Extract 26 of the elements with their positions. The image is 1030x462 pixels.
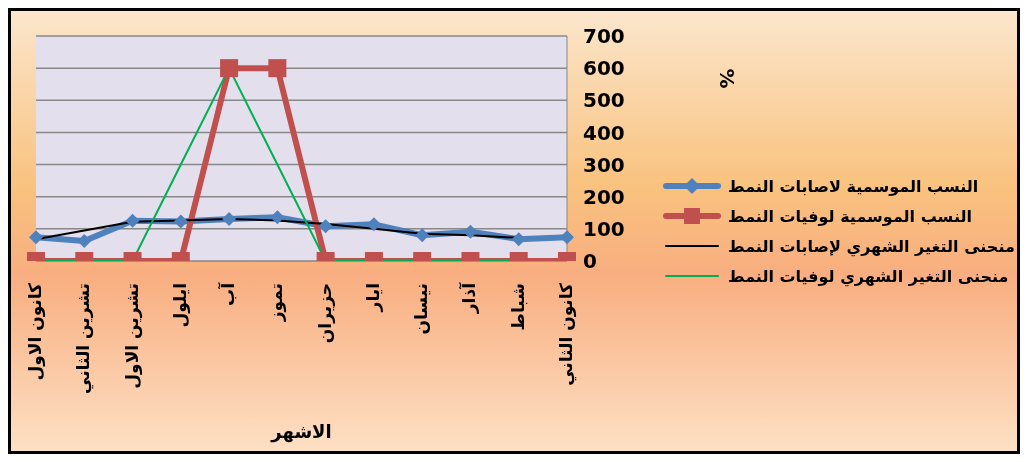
x-tick-label: آب	[217, 281, 239, 306]
x-tick-label: كانون الثاني	[556, 282, 577, 386]
y2-tick-label: 300	[583, 152, 625, 177]
x-tick-label: نيسان	[411, 283, 432, 335]
x-tick-label: تشرين الثاني	[73, 283, 95, 394]
legend-label: النسب الموسمية لوفيات النمط	[728, 206, 972, 226]
y2-tick-label: 0	[583, 249, 597, 274]
y2-tick-label: 100	[583, 216, 625, 241]
legend-label: منحنى التغير الشهري لإصابات النمط	[728, 236, 1015, 256]
y2-tick-label: 400	[583, 120, 625, 145]
y2-tick-label: 700	[583, 24, 625, 49]
y2-axis-title: %	[714, 68, 739, 89]
x-tick-label: آذار	[458, 281, 480, 315]
legend-label: النسب الموسمية لاصابات النمط	[728, 176, 979, 196]
x-tick-label: شباط	[507, 283, 528, 331]
x-tick-label: حزيران	[314, 283, 336, 344]
y2-tick-label: 500	[583, 88, 625, 113]
y2-tick-label: 200	[583, 184, 625, 209]
y2-tick-label: 600	[583, 56, 625, 81]
x-axis-title: الاشهر	[270, 421, 332, 443]
x-tick-label: كانون الاول	[25, 282, 46, 381]
legend-label: منحنى التغير الشهري لوفيات النمط	[728, 266, 1009, 286]
x-tick-label: ايار	[362, 283, 383, 313]
x-tick-label: تموز	[266, 283, 288, 323]
x-tick-label: تشرين الاول	[121, 283, 143, 389]
x-tick-label: ايلول	[169, 283, 191, 328]
